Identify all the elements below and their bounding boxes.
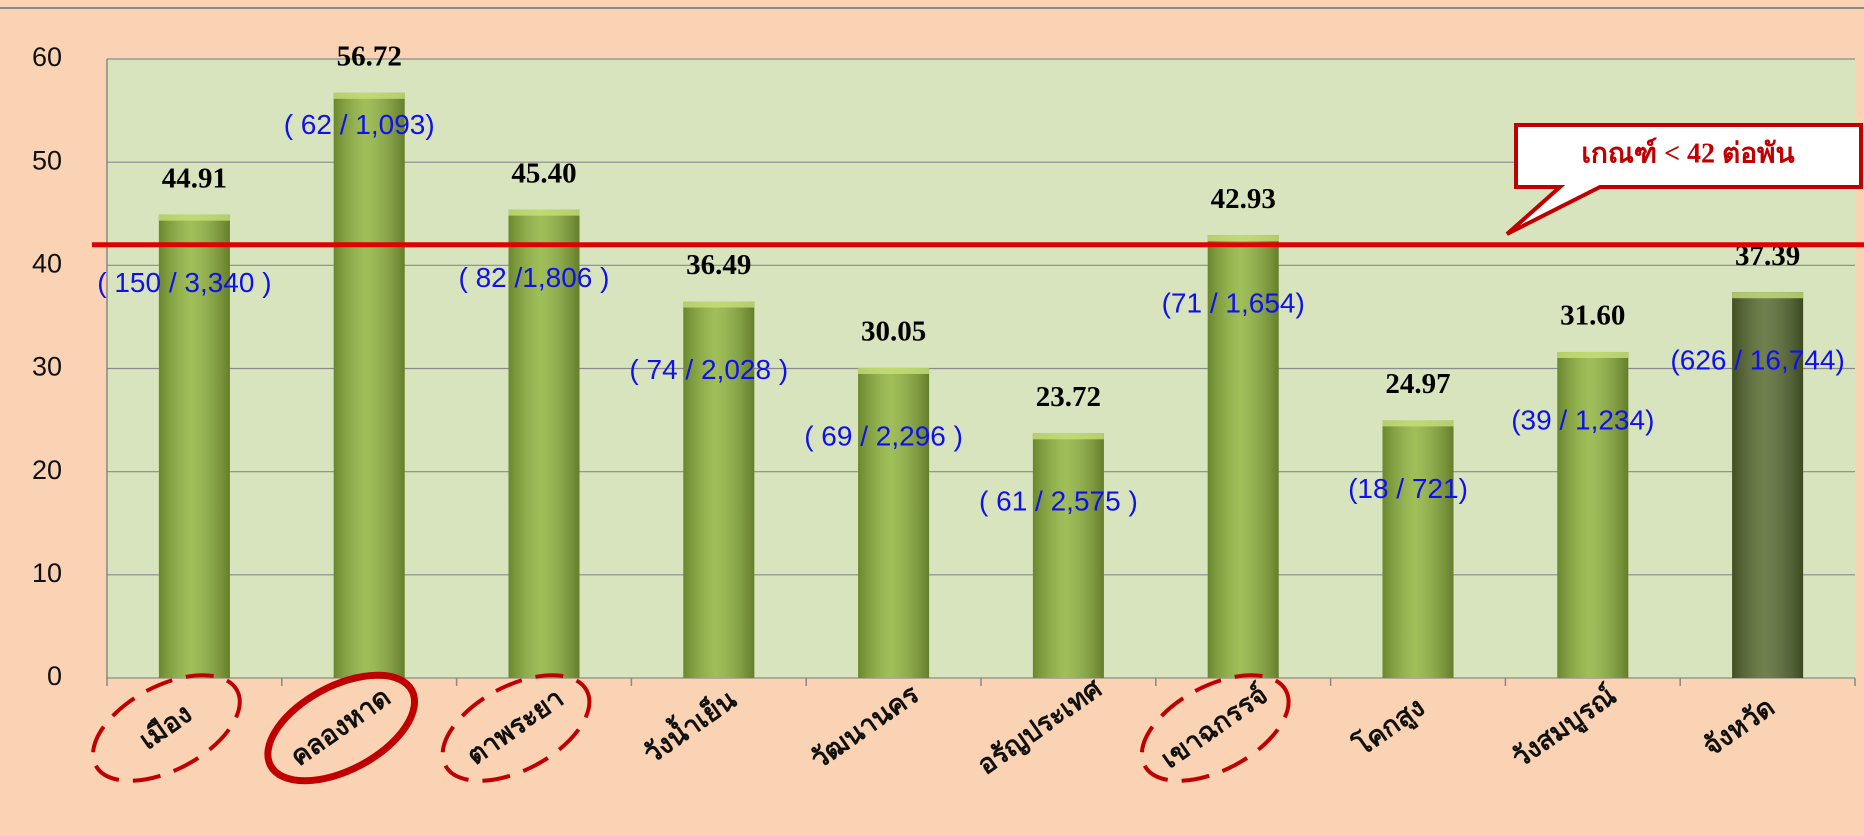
bar-shade bbox=[683, 301, 755, 678]
bar-cap bbox=[1032, 433, 1104, 440]
category-circle bbox=[440, 673, 592, 783]
y-tick-label: 50 bbox=[32, 145, 62, 175]
value-label: 30.05 bbox=[861, 316, 926, 348]
x-tick-label: วังน้ำเย็น bbox=[635, 679, 743, 770]
annotation: ( 62 / 1,093) bbox=[284, 109, 435, 140]
bar-cap bbox=[1382, 420, 1454, 427]
callout bbox=[1505, 123, 1863, 236]
value-label: 23.72 bbox=[1036, 381, 1101, 413]
bar-shade bbox=[1732, 292, 1804, 678]
y-tick-label: 10 bbox=[32, 558, 62, 588]
category-group: ตาพระยา bbox=[461, 683, 569, 772]
category-group: วัฒนานคร bbox=[805, 679, 925, 776]
bar-cap bbox=[1207, 235, 1279, 242]
category-group: คลองหาด bbox=[285, 682, 397, 773]
category-group: เขาฉกรรจ์ bbox=[1155, 679, 1274, 775]
bar-cap bbox=[858, 367, 930, 374]
bar-cap bbox=[333, 92, 405, 99]
bar-shade bbox=[508, 209, 580, 678]
x-tick-label: อรัญประเทศ bbox=[972, 673, 1108, 782]
bar-shade bbox=[1382, 420, 1454, 678]
x-tick-label: เมือง bbox=[134, 698, 198, 756]
callout-label: เกณฑ์ < 42 ต่อพัน bbox=[1581, 137, 1794, 169]
bar-shade bbox=[158, 214, 230, 678]
category-group: อรัญประเทศ bbox=[972, 673, 1108, 782]
bar-cap bbox=[1732, 292, 1804, 299]
annotation: (71 / 1,654) bbox=[1162, 287, 1305, 318]
category-circle bbox=[1139, 673, 1291, 783]
annotation: ( 61 / 2,575 ) bbox=[979, 486, 1138, 517]
bar-shade bbox=[333, 92, 405, 678]
x-tick-label: ตาพระยา bbox=[461, 683, 569, 772]
annotation: (39 / 1,234) bbox=[1511, 404, 1654, 435]
annotation: ( 82 /1,806 ) bbox=[459, 262, 610, 293]
y-tick-label: 60 bbox=[32, 42, 62, 72]
x-tick-label: คลองหาด bbox=[285, 682, 397, 773]
category-group: วังน้ำเย็น bbox=[635, 679, 743, 770]
value-label: 56.72 bbox=[337, 40, 402, 72]
annotation: ( 69 / 2,296 ) bbox=[804, 420, 963, 451]
value-label: 31.60 bbox=[1560, 300, 1625, 332]
annotation: (18 / 721) bbox=[1348, 473, 1468, 504]
annotation: ( 74 / 2,028 ) bbox=[629, 354, 788, 385]
x-tick-label: โคกสูง bbox=[1346, 690, 1431, 763]
bar-shade bbox=[858, 367, 930, 678]
category-group: โคกสูง bbox=[1346, 690, 1431, 763]
category-group: เมือง bbox=[134, 698, 198, 756]
y-tick-label: 40 bbox=[32, 248, 62, 278]
bar-cap bbox=[158, 214, 230, 221]
x-tick-label: วัฒนานคร bbox=[805, 679, 925, 776]
category-circle bbox=[264, 671, 419, 785]
bar-shade bbox=[1207, 235, 1279, 678]
value-label: 45.40 bbox=[511, 157, 576, 189]
x-tick-label: วังสมบูรณ์ bbox=[1506, 679, 1623, 774]
category-group: วังสมบูรณ์ bbox=[1506, 679, 1623, 774]
category-group: จังหวัด bbox=[1698, 692, 1781, 763]
x-tick-label: เขาฉกรรจ์ bbox=[1155, 679, 1274, 775]
annotation: ( 150 / 3,340 ) bbox=[97, 267, 271, 298]
annotation: (626 / 16,744) bbox=[1670, 345, 1844, 376]
bar-shade bbox=[1557, 351, 1629, 678]
y-tick-label: 30 bbox=[32, 352, 62, 382]
bar-shade bbox=[1032, 433, 1104, 678]
value-label: 44.91 bbox=[162, 162, 227, 194]
category-circle bbox=[91, 673, 242, 783]
value-label: 36.49 bbox=[686, 249, 751, 281]
bar-cap bbox=[508, 209, 580, 216]
bar-cap bbox=[1557, 351, 1629, 358]
bar-cap bbox=[683, 301, 755, 308]
value-label: 42.93 bbox=[1211, 183, 1276, 215]
x-tick-label: จังหวัด bbox=[1698, 692, 1781, 763]
value-label: 24.97 bbox=[1385, 368, 1450, 400]
y-tick-label: 20 bbox=[32, 455, 62, 485]
y-tick-label: 0 bbox=[47, 661, 62, 691]
